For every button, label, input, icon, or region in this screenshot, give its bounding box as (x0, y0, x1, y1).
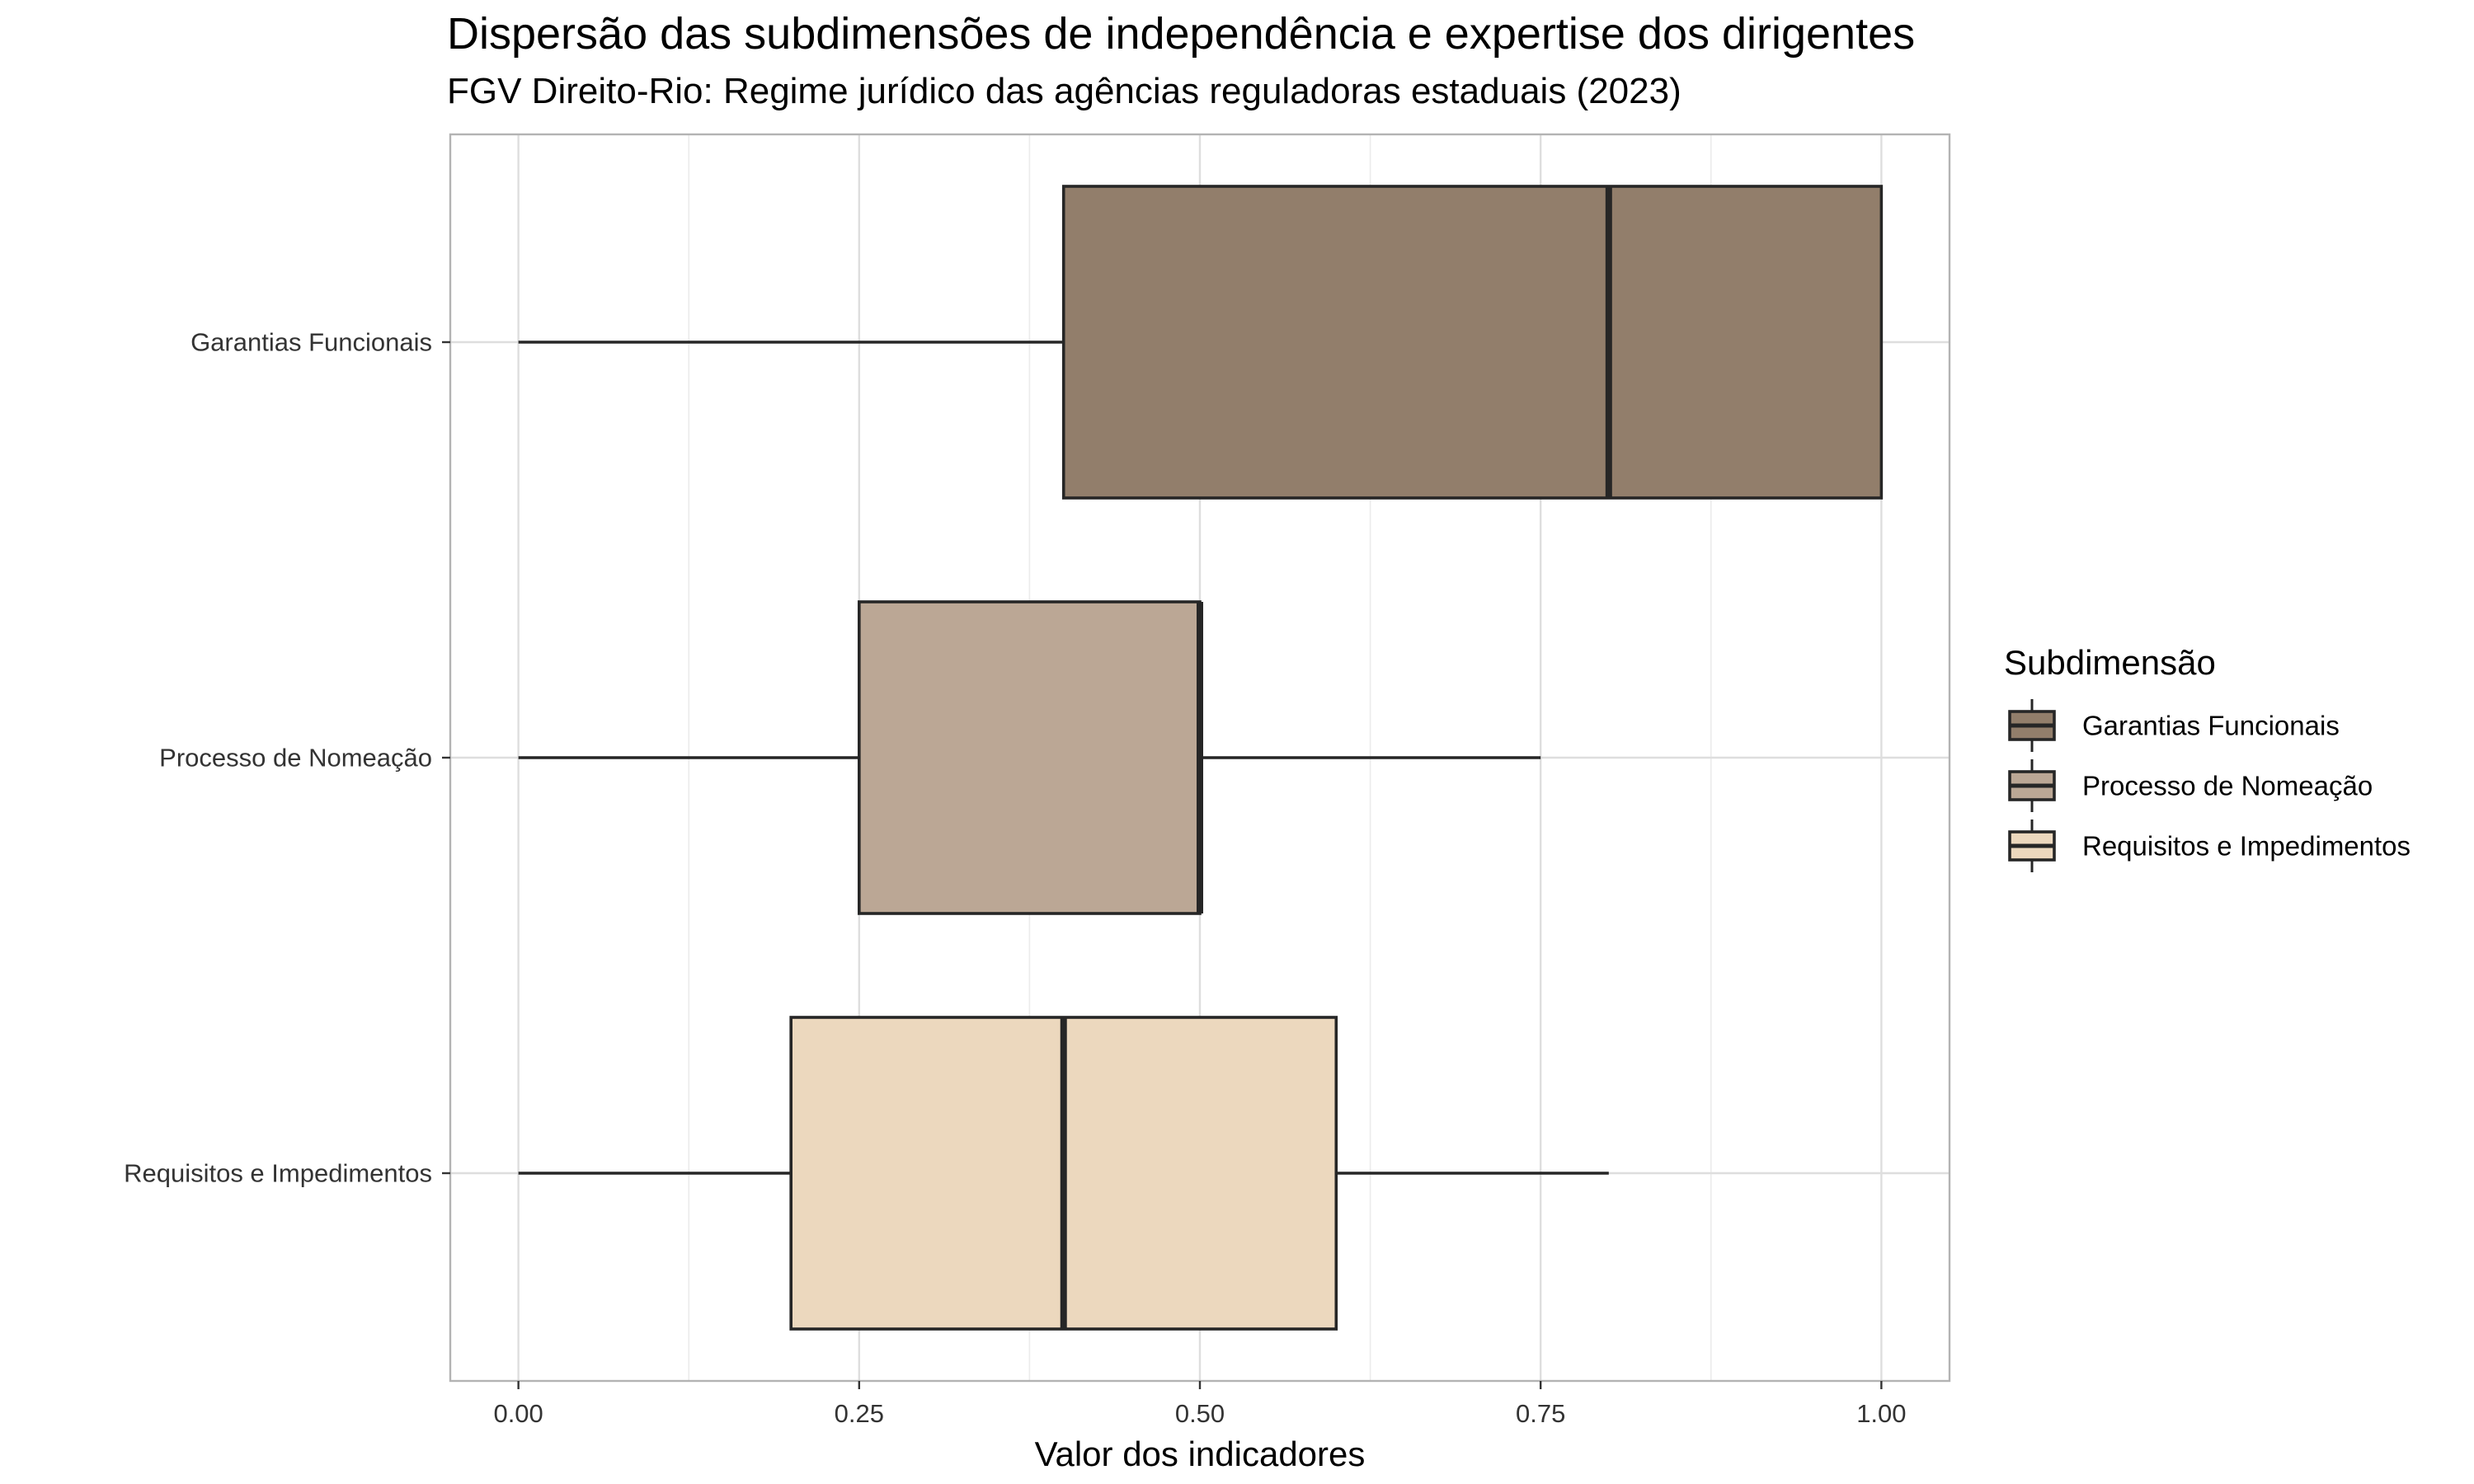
x-tick-label: 0.25 (835, 1399, 884, 1428)
x-axis-label: Valor dos indicadores (1035, 1435, 1366, 1473)
legend-label: Garantias Funcionais (2082, 711, 2340, 741)
chart-title: Dispersão das subdimensões de independên… (447, 9, 1916, 59)
x-tick-label: 0.00 (493, 1399, 543, 1428)
x-tick-label: 0.75 (1516, 1399, 1565, 1428)
box (858, 600, 1202, 915)
box (1061, 185, 1884, 500)
legend-title: Subdimensão (2004, 643, 2216, 682)
legend-label: Requisitos e Impedimentos (2082, 831, 2411, 862)
y-tick-label: Processo de Nomeação (159, 744, 432, 773)
legend-label: Processo de Nomeação (2082, 771, 2373, 801)
y-tick-label: Requisitos e Impedimentos (124, 1159, 432, 1188)
x-tick-label: 0.50 (1175, 1399, 1225, 1428)
x-tick-label: 1.00 (1856, 1399, 1906, 1428)
chart-subtitle: FGV Direito-Rio: Regime jurídico das agê… (447, 71, 1681, 111)
y-tick-label: Garantias Funcionais (190, 328, 432, 357)
